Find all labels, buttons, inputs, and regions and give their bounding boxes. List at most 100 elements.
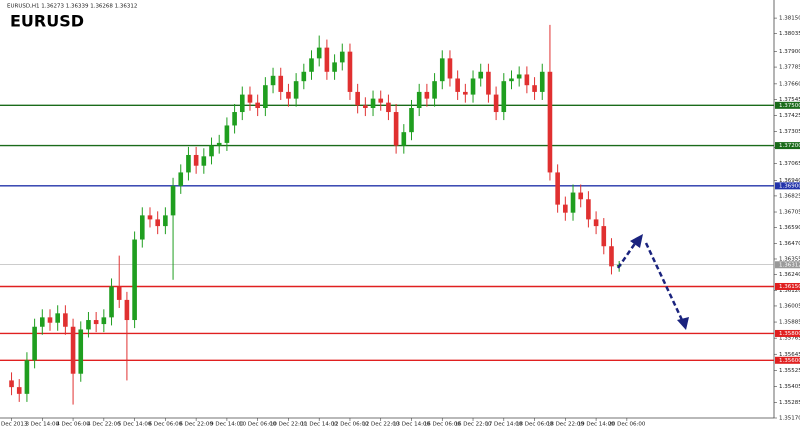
- candle-body: [132, 239, 137, 321]
- x-tick-label: 9 Dec 14:00: [210, 422, 244, 428]
- y-tick-label: 1.38150: [779, 16, 800, 22]
- arrow-head: [630, 234, 643, 248]
- y-tick-label: 1.37900: [779, 49, 800, 55]
- x-tick-label: 20 Dec 06:00: [608, 422, 645, 428]
- y-tick-label: 1.35765: [779, 336, 800, 342]
- level-label: 1.37200: [779, 143, 800, 149]
- candle-body: [24, 360, 30, 394]
- level-label: 1.37500: [779, 103, 800, 109]
- candle-body: [316, 47, 322, 59]
- y-tick-label: 1.36470: [779, 241, 800, 247]
- candle-body: [232, 112, 237, 126]
- candle-body: [278, 75, 284, 92]
- level-label: 1.35800: [779, 331, 800, 337]
- candle-body: [286, 91, 291, 99]
- x-tick-label: 18 Dec 22:00: [547, 422, 584, 428]
- x-tick-label: 6 Dec 22:00: [179, 422, 213, 428]
- x-tick-label: 6 Dec 06:00: [149, 422, 183, 428]
- y-tick-label: 1.35645: [779, 352, 800, 358]
- candle-body: [386, 102, 391, 113]
- candle-body: [109, 286, 114, 318]
- candle-body: [101, 317, 107, 325]
- candle-body: [178, 172, 184, 186]
- candle-body: [324, 47, 330, 72]
- y-tick-label: 1.35525: [779, 368, 800, 374]
- candle-body: [509, 78, 514, 82]
- candle-body: [16, 387, 22, 394]
- candle-body: [163, 215, 168, 227]
- x-tick-label: 13 Dec 14:00: [393, 422, 430, 428]
- candle-body: [601, 226, 607, 247]
- candle-body: [209, 145, 214, 157]
- x-tick-label: 5 Dec 14:00: [118, 422, 152, 428]
- level-label-box: [775, 329, 800, 337]
- candle-body: [78, 329, 84, 374]
- candle-body: [478, 71, 484, 79]
- candle-body: [170, 185, 176, 216]
- y-tick-label: 1.36240: [779, 272, 800, 278]
- y-tick-label: 1.38035: [779, 31, 800, 37]
- candle-body: [539, 71, 545, 92]
- level-label: 1.36312: [779, 262, 800, 268]
- candle-body: [393, 112, 399, 146]
- y-tick-label: 1.37425: [779, 113, 800, 119]
- candle-body: [416, 91, 422, 109]
- y-tick-label: 1.36590: [779, 225, 800, 231]
- x-tick-label: 18 Dec 06:00: [516, 422, 553, 428]
- y-tick-label: 1.35285: [779, 400, 800, 406]
- candle-body: [532, 85, 537, 92]
- candle-body: [247, 94, 253, 103]
- candle-body: [116, 286, 122, 300]
- x-tick-label: 2 Dec 2013: [0, 422, 28, 428]
- candle-body: [86, 320, 91, 330]
- candle-body: [463, 91, 468, 95]
- y-tick-label: 1.37065: [779, 161, 800, 167]
- candle-body: [516, 74, 522, 79]
- candle-body: [255, 102, 260, 109]
- candle-body: [501, 81, 507, 113]
- candle-body: [547, 71, 553, 173]
- candle-body: [432, 81, 437, 99]
- y-tick-label: 1.37785: [779, 65, 800, 71]
- chart-title: EURUSD: [10, 12, 84, 31]
- candle-body: [263, 85, 268, 109]
- levels: 1.37500 1.37200 1.36900 1.36150 1.35800 1.356…: [0, 101, 800, 364]
- candle-body: [470, 78, 476, 95]
- candle-body: [201, 156, 207, 166]
- candle-body: [186, 154, 191, 173]
- candle-body: [363, 105, 368, 109]
- candle-body: [224, 125, 230, 143]
- candle-body: [301, 71, 307, 82]
- x-tick-label: 4 Dec 22:00: [87, 422, 121, 428]
- x-tick-label: 12 Dec 06:00: [331, 422, 368, 428]
- level-label: 1.36150: [779, 284, 800, 290]
- level-label-box: [775, 142, 800, 150]
- candle-body: [447, 58, 453, 79]
- candle-body: [216, 142, 222, 146]
- candle-body: [493, 94, 499, 113]
- y-tick-label: 1.36120: [779, 288, 800, 294]
- candle-body: [63, 313, 68, 327]
- candle-body: [239, 94, 245, 113]
- candle-body: [70, 326, 76, 374]
- candle-body: [455, 78, 460, 92]
- candle-body: [32, 326, 37, 361]
- candle-body: [147, 215, 153, 220]
- arrow-down: [644, 242, 684, 321]
- candle-body: [9, 380, 14, 388]
- level-label: 1.36900: [779, 183, 800, 189]
- level-label-box: [775, 356, 800, 364]
- symbol-header: EURUSD,H1 1.36273 1.36339 1.36268 1.3631…: [7, 4, 137, 10]
- candle-body: [486, 71, 491, 95]
- candle-body: [401, 132, 407, 146]
- candle-body: [555, 172, 560, 205]
- x-tick-label: 3 Dec 14:00: [26, 422, 60, 428]
- x-tick-label: 12 Dec 22:00: [362, 422, 399, 428]
- x-tick-label: 16 Dec 22:00: [455, 422, 492, 428]
- candle-body: [578, 192, 584, 200]
- y-tick-label: 1.35885: [779, 320, 800, 326]
- candle-body: [339, 51, 345, 63]
- projection-arrows: [616, 234, 689, 330]
